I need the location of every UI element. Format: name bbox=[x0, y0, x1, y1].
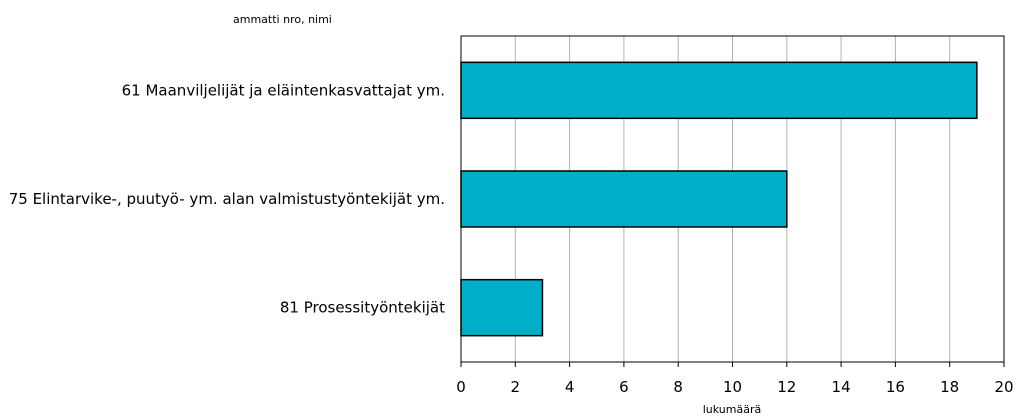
x-ticks: 0 2 4 6 8 10 12 14 16 18 20 bbox=[456, 362, 1014, 396]
bar bbox=[460, 61, 978, 120]
x-tick-label: 4 bbox=[565, 378, 575, 396]
x-tick-label: 8 bbox=[673, 378, 683, 396]
category-label: 81 Prosessityöntekijät bbox=[280, 299, 445, 317]
x-tick-label: 6 bbox=[619, 378, 629, 396]
x-tick-label: 16 bbox=[886, 378, 905, 396]
bars bbox=[460, 61, 978, 337]
category-label: 61 Maanviljelijät ja eläintenkasvattajat… bbox=[122, 81, 445, 99]
x-tick-label: 12 bbox=[777, 378, 796, 396]
x-axis-label: lukumäärä bbox=[703, 403, 762, 416]
bar bbox=[460, 170, 788, 228]
bar bbox=[460, 278, 544, 337]
x-tick-label: 0 bbox=[456, 378, 466, 396]
x-tick-label: 10 bbox=[723, 378, 742, 396]
x-tick-label: 14 bbox=[832, 378, 851, 396]
x-tick-label: 18 bbox=[940, 378, 959, 396]
category-label: 75 Elintarvike-, puutyö- ym. alan valmis… bbox=[9, 190, 445, 208]
x-tick-label: 20 bbox=[994, 378, 1013, 396]
category-labels: 61 Maanviljelijät ja eläintenkasvattajat… bbox=[9, 81, 445, 316]
chart-title: ammatti nro, nimi bbox=[233, 13, 332, 26]
x-tick-label: 2 bbox=[511, 378, 521, 396]
